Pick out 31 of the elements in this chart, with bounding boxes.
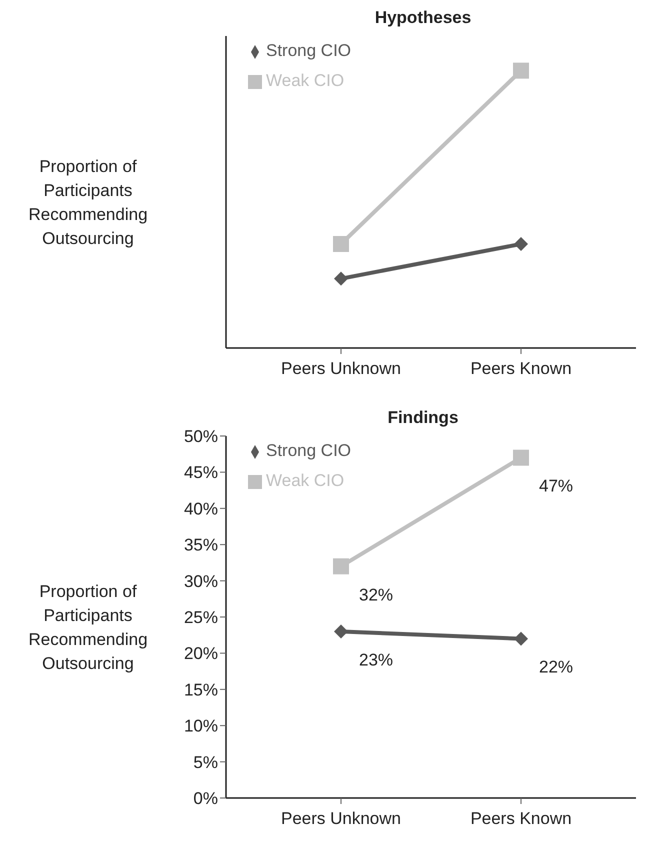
legend-label: Strong CIO [266,41,352,60]
y-tick-label: 25% [184,608,218,628]
legend-label: Weak CIO [266,471,344,490]
data-label: 22% [539,658,574,677]
y-tick-label: 45% [184,463,218,482]
point [334,624,348,638]
y-tick-label: 35% [184,536,218,555]
legend-label: Strong CIO [266,441,352,460]
chart-title: Findings [386,408,460,428]
y-tick-label: 30% [184,572,218,591]
y-tick-label: 0% [193,789,218,808]
x-tick-label: Peers Unknown [280,359,402,378]
y-tick-label: 10% [184,716,218,736]
chart-title: Hypotheses [374,8,472,28]
y-tick-label: 15% [184,680,218,700]
point [333,558,349,574]
y-axis-title: Proportion of Participants Recommending Outsourcing [27,581,149,675]
data-label: 23% [359,650,394,670]
x-tick-label: Peers Unknown [280,809,402,828]
y-tick-label: 40% [184,499,218,518]
x-tick-label: Peers Known [470,359,572,378]
y-tick-label: 20% [184,644,218,664]
data-label: 32% [359,585,394,604]
point [513,450,529,466]
y-tick-label: 5% [193,752,218,772]
y-axis-title: Proportion of Participants Recommending Outsourcing [27,156,149,250]
x-tick-label: Peers Known [470,809,572,828]
y-tick-label: 50% [184,427,218,446]
point [514,632,528,646]
legend-label: Weak CIO [266,71,344,90]
data-label: 47% [539,476,574,496]
